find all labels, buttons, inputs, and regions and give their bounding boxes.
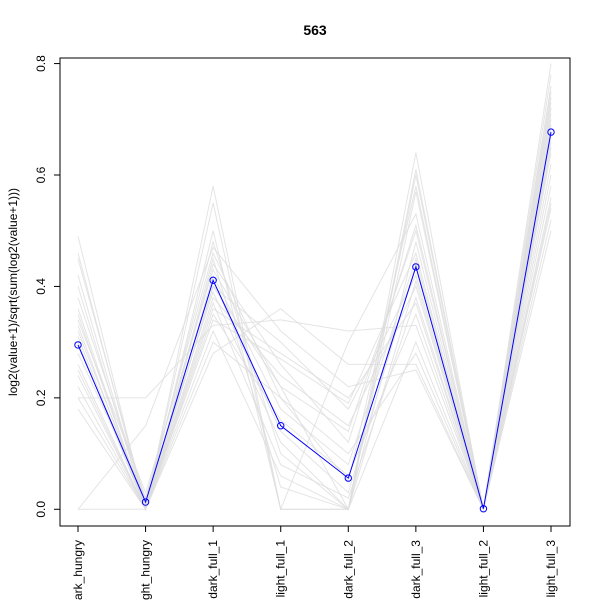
series-line-3 (77, 85, 552, 511)
series-line-21 (77, 91, 552, 512)
series-line-11 (77, 152, 552, 511)
x-axis: ark_hungry ght_hungry dark_full_1 light_ful… (71, 526, 558, 600)
y-axis-label: log2(value+1)/sqrt(sum(log2(value+1))) (6, 188, 20, 396)
y-tick-label-4: 0.8 (34, 55, 48, 72)
highlight-point-7 (547, 128, 555, 136)
highlight-series (74, 128, 555, 513)
highlight-point-5 (412, 263, 420, 271)
y-tick-label-0: 0.0 (34, 501, 48, 518)
highlight-point-1 (141, 498, 150, 506)
series-line-14 (77, 185, 552, 512)
chart-title: 563 (303, 22, 327, 38)
x-tick-label-1: ght_hungry (139, 540, 153, 600)
series-line-16 (77, 208, 552, 511)
x-tick-label-5: dark_full_3 (409, 540, 423, 599)
x-tick-label-2: dark_full_1 (206, 540, 220, 599)
series-line-6 (77, 119, 552, 511)
highlight-point-2 (209, 276, 217, 284)
series-line-1 (77, 63, 552, 510)
plot-frame (59, 57, 571, 527)
series-line-23 (77, 135, 552, 511)
highlight-point-0 (74, 341, 82, 349)
y-tick-label-1: 0.2 (34, 389, 48, 406)
highlight-point-4 (344, 474, 352, 482)
series-line-5 (77, 108, 552, 511)
series-line-10 (77, 147, 552, 511)
series-line-17 (77, 219, 552, 511)
background-series (77, 63, 552, 512)
series-line-22 (77, 113, 552, 511)
y-tick-label-2: 0.4 (34, 278, 48, 295)
highlight-line (77, 132, 552, 509)
y-tick-label-3: 0.6 (34, 166, 48, 183)
y-axis: 0.0 0.2 0.4 0.6 0.8 (34, 55, 60, 518)
highlight-point-6 (479, 505, 488, 513)
series-line-18 (78, 230, 552, 511)
x-tick-label-7: light_full_3 (544, 540, 558, 598)
series-line-15 (78, 197, 552, 512)
highlight-point-3 (277, 422, 285, 430)
x-tick-label-0: ark_hungry (71, 540, 85, 600)
x-tick-label-4: dark_full_2 (341, 540, 355, 599)
series-line-20 (77, 102, 552, 512)
series-line-19 (77, 202, 552, 511)
x-tick-label-6: light_full_2 (476, 540, 490, 598)
series-line-13 (77, 174, 552, 512)
x-tick-label-3: light_full_1 (274, 540, 288, 598)
series-line-2 (77, 74, 552, 510)
